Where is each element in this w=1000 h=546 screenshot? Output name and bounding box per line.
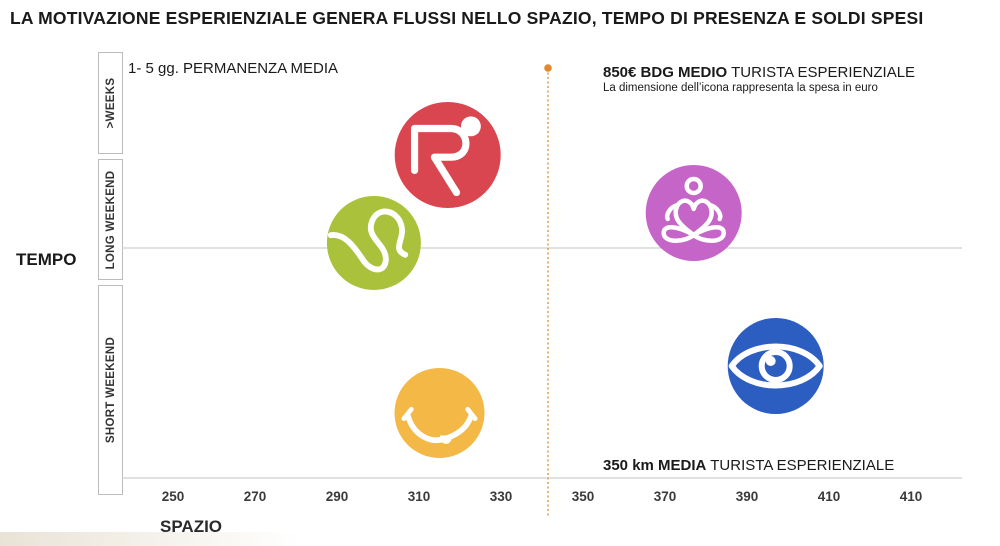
stay-annotation: 1- 5 gg. PERMANENZA MEDIA: [128, 60, 339, 77]
data-points: [326, 102, 824, 458]
person-point: [394, 102, 501, 208]
x-tick-label: 270: [244, 489, 267, 504]
x-tick-label: 310: [408, 489, 431, 504]
swirl-icon: [327, 208, 409, 273]
x-tick-label: 250: [162, 489, 185, 504]
point-circle: [727, 318, 824, 414]
budget-label: TURISTA ESPERIENZIALE: [727, 64, 916, 81]
decorative-strip: [0, 532, 300, 546]
eye-icon: [728, 343, 823, 389]
reference-marker: [544, 64, 552, 72]
x-tick-label: 350: [572, 489, 595, 504]
page-title: LA MOTIVAZIONE ESPERIENZIALE GENERA FLUS…: [10, 8, 924, 28]
x-axis-label: SPAZIO: [160, 517, 223, 536]
smile-point: [394, 368, 485, 458]
person-icon: [410, 116, 481, 197]
x-tick-label: 330: [490, 489, 513, 504]
x-ticks: 250 270 290 310 330 350 370 390 410 410: [162, 489, 923, 504]
x-tick-label: 370: [654, 489, 677, 504]
budget-value: 850€ BDG MEDIO: [603, 64, 728, 81]
distance-value: 350 km MEDIA: [603, 457, 707, 474]
distance-label: TURISTA ESPERIENZIALE: [706, 457, 895, 474]
x-tick-label: 390: [736, 489, 759, 504]
point-circle: [326, 196, 421, 290]
distance-annotation: 350 km MEDIA TURISTA ESPERIENZIALE: [603, 457, 894, 474]
x-tick-label: 410: [900, 489, 923, 504]
swirl-point: [326, 196, 421, 290]
yoga-icon: [661, 176, 726, 243]
budget-annotation: 850€ BDG MEDIO TURISTA ESPERIENZIALE: [603, 64, 915, 81]
eye-point: [727, 318, 824, 414]
size-note: La dimensione dell’icona rappresenta la …: [603, 82, 878, 94]
x-tick-label: 410: [818, 489, 841, 504]
band-long-weekend: LONG WEEKEND: [98, 159, 123, 280]
band-short-weekend: SHORT WEEKEND: [98, 285, 123, 495]
smile-icon: [401, 406, 478, 444]
band-weeks: >WEEKS: [98, 52, 123, 154]
chart-axes: [122, 64, 962, 518]
y-axis-label: TEMPO: [16, 250, 77, 269]
point-circle: [645, 165, 742, 261]
yoga-point: [645, 165, 742, 261]
x-tick-label: 290: [326, 489, 349, 504]
